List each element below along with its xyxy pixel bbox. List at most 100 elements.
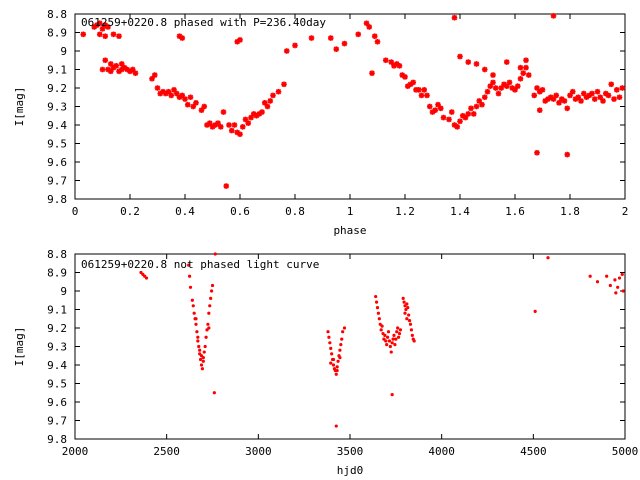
unphased-y-tick-label: 8.8: [47, 248, 67, 261]
unphased-data-point: [208, 304, 212, 308]
phased-data-point: [550, 13, 557, 19]
unphased-data-point: [212, 391, 216, 395]
unphased-data-point: [608, 283, 612, 288]
unphased-data-point: [393, 343, 397, 347]
unphased-data-point: [395, 330, 399, 334]
phased-data-point: [270, 92, 276, 99]
phased-data-point: [415, 87, 422, 93]
phased-data-point: [151, 72, 158, 78]
phased-data-point: [187, 94, 194, 101]
phased-data-point: [184, 101, 191, 108]
unphased-x-tick-label: 2000: [62, 445, 89, 458]
unphased-data-point: [380, 324, 384, 328]
phased-data-point: [534, 149, 540, 156]
unphased-y-tick-label: 9.7: [47, 415, 67, 428]
phased-data-point: [517, 64, 524, 71]
phased-x-tick-label: 1.6: [505, 205, 525, 218]
unphased-data-point: [405, 302, 409, 306]
unphased-data-point: [200, 367, 205, 371]
phased-data-point: [594, 88, 601, 95]
phased-y-tick-label: 9.1: [47, 64, 67, 77]
phased-data-point: [369, 70, 375, 76]
phased-data-point: [473, 103, 480, 110]
unphased-data-point: [196, 339, 200, 343]
phased-data-point: [426, 103, 433, 110]
unphased-data-point: [407, 313, 411, 317]
phased-data-point: [245, 120, 252, 126]
unphased-y-tick-label: 9.5: [47, 378, 67, 391]
phased-data-point: [523, 57, 529, 64]
unphased-data-point: [192, 311, 196, 315]
phased-data-point: [396, 63, 403, 69]
phased-data-point: [514, 83, 521, 89]
phased-data-point: [619, 85, 626, 91]
phased-data-point: [371, 33, 378, 39]
unphased-data-point: [196, 335, 200, 339]
unphased-data-point: [533, 309, 537, 313]
phased-data-point: [589, 90, 595, 97]
phased-x-tick-label: 0.6: [230, 205, 250, 218]
unphased-data-point: [375, 306, 380, 310]
unphased-data-point: [335, 365, 339, 369]
unphased-data-point: [328, 341, 332, 345]
phased-data-point: [283, 48, 290, 54]
phased-data-point: [481, 94, 488, 101]
phased-data-point: [520, 70, 527, 76]
unphased-data-point: [616, 285, 620, 289]
phased-data-point: [275, 88, 282, 95]
unphased-data-point: [336, 359, 340, 363]
unphased-x-tick-label: 4000: [428, 445, 455, 458]
phased-data-point: [410, 79, 417, 86]
unphased-data-point: [198, 348, 202, 352]
phased-data-point: [473, 61, 480, 67]
unphased-data-point: [408, 322, 413, 326]
unphased-data-point: [330, 352, 334, 356]
unphased-data-point: [342, 326, 347, 330]
phased-x-tick-label: 0.2: [120, 205, 140, 218]
phased-data-point: [600, 98, 606, 104]
unphased-data-point: [394, 337, 398, 341]
phased-data-point: [418, 92, 425, 99]
phased-data-point: [198, 107, 205, 113]
unphased-data-point: [396, 326, 400, 330]
unphased-data-point: [376, 311, 381, 315]
unphased-data-point: [209, 289, 214, 293]
phased-data-point: [333, 46, 340, 52]
phased-y-tick-label: 9: [60, 45, 67, 58]
phased-data-point: [446, 116, 452, 123]
phased-x-tick-label: 1: [347, 205, 354, 218]
unphased-data-point: [392, 333, 396, 337]
phased-data-point: [231, 122, 238, 128]
unphased-data-points: [139, 252, 625, 428]
unphased-data-point: [327, 335, 331, 339]
unphased-data-point: [385, 335, 390, 339]
phased-data-point: [99, 66, 106, 73]
phased-data-point: [132, 70, 139, 76]
phased-data-point: [113, 63, 120, 69]
unphased-y-tick-label: 9: [60, 285, 67, 298]
unphased-data-point: [201, 359, 205, 363]
phased-data-point: [80, 31, 87, 38]
phased-data-point: [237, 131, 243, 138]
phased-y-tick-label: 8.8: [47, 8, 67, 21]
unphased-data-point: [194, 322, 198, 326]
unphased-data-point: [405, 317, 409, 321]
unphased-plot-title: 061259+0220.8 not phased light curve: [81, 258, 319, 271]
phased-data-point: [259, 109, 265, 115]
unphased-x-ticks: 2000 2500 3000 3500 4000 4500 5000: [62, 254, 638, 458]
unphased-data-point: [207, 311, 211, 315]
unphased-data-point: [403, 311, 407, 315]
unphased-x-axis-label: hjd0: [337, 464, 364, 477]
phased-data-point: [536, 107, 543, 113]
unphased-data-point: [334, 424, 338, 428]
unphased-data-point: [388, 344, 392, 349]
unphased-data-point: [199, 363, 204, 367]
phased-data-point: [424, 92, 430, 99]
phased-data-point: [454, 124, 461, 130]
phased-data-point: [517, 75, 524, 82]
phased-data-point: [220, 109, 227, 115]
phased-data-point: [578, 98, 584, 104]
phased-data-point: [484, 88, 491, 95]
phased-data-point: [129, 66, 136, 73]
unphased-data-point: [331, 363, 336, 367]
